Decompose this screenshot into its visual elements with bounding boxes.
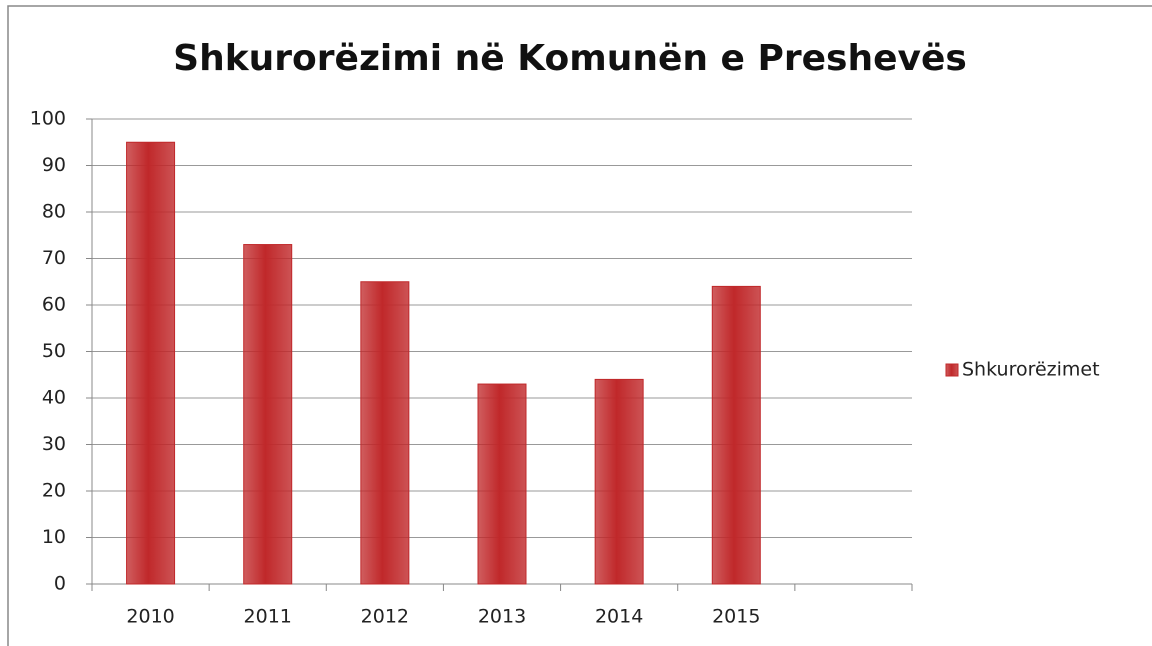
x-tick-label: 2012 — [361, 606, 409, 628]
y-tick-label: 90 — [42, 154, 66, 176]
y-tick-label: 70 — [42, 247, 66, 269]
y-tick-label: 50 — [42, 340, 66, 362]
x-tick-label: 2014 — [595, 606, 643, 628]
y-tick-label: 20 — [42, 480, 66, 502]
legend-swatch — [945, 363, 959, 377]
bar — [711, 285, 761, 585]
x-tick-label: 2010 — [126, 606, 174, 628]
y-tick-label: 40 — [42, 387, 66, 409]
y-tick-label: 30 — [42, 433, 66, 455]
y-tick-label: 60 — [42, 294, 66, 316]
x-tick-label: 2015 — [712, 606, 760, 628]
y-tick-label: 100 — [30, 108, 66, 130]
chart-frame — [7, 5, 1152, 646]
bar — [126, 141, 176, 585]
x-tick-label: 2011 — [244, 606, 292, 628]
legend-label: Shkurorëzimet — [962, 359, 1100, 381]
bar — [477, 383, 527, 585]
bar — [243, 244, 293, 585]
y-tick-label: 0 — [54, 573, 66, 595]
x-tick-label: 2013 — [478, 606, 526, 628]
y-tick-label: 80 — [42, 201, 66, 223]
bar — [360, 281, 410, 585]
bar — [594, 378, 644, 585]
y-tick-label: 10 — [42, 526, 66, 548]
chart-title: Shkurorëzimi në Komunën e Preshevës — [173, 38, 967, 79]
